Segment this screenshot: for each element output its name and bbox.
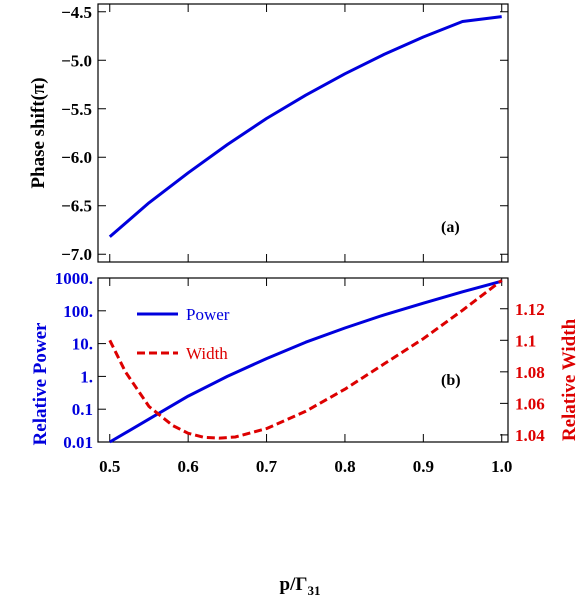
panel-b-right-y-tick-label: 1.04 [515, 426, 545, 445]
panel-a-y-tick-label: −4.5 [61, 3, 92, 22]
panel-b-label: (b) [441, 372, 461, 389]
panel-b-left-y-tick-label: 100. [63, 302, 93, 321]
panel-a-y-tick-label: −5.0 [61, 51, 92, 70]
panel-b-right-y-tick-label: 1.08 [515, 363, 545, 382]
panel-a-frame [97, 3, 509, 263]
panel-b-right-y-tick-label: 1.06 [515, 394, 545, 413]
panel-a-y-tick-label: −6.5 [61, 197, 92, 216]
legend: Power Width [137, 305, 230, 363]
panel-b: 0.5 0.6 0.7 0.8 0.9 1.0 0.01 0.1 1. 10. 100. 1000.… [30, 269, 580, 598]
panel-a-y-ticks: −7.0 −6.5 −6.0 −5.5 −5.0 −4.5 [61, 3, 508, 264]
panel-b-left-y-tick-label: 0.1 [72, 400, 93, 419]
panel-b-right-y-tick-label: 1.1 [515, 331, 536, 350]
panel-a-y-tick-label: −6.0 [61, 148, 92, 167]
panel-b-left-ylabel: Relative Power [30, 322, 51, 445]
panel-a-label: (a) [441, 219, 460, 236]
panel-b-left-y-tick-label: 1000. [55, 269, 93, 288]
panel-a: −7.0 −6.5 −6.0 −5.5 −5.0 −4.5 (a) Phase shift… [28, 3, 509, 264]
panel-a-ylabel: Phase shift(π) [28, 77, 49, 188]
panel-a-y-tick-label: −5.5 [61, 100, 92, 119]
panel-b-frame [97, 277, 509, 443]
panel-b-right-ylabel: Relative Width [559, 318, 580, 441]
panel-b-x-tick-label: 0.5 [99, 457, 120, 476]
panel-b-power-line [109, 279, 503, 444]
panel-a-y-tick-label: −7.0 [61, 245, 92, 264]
panel-b-x-tick-label: 0.7 [256, 457, 278, 476]
panel-b-x-ticks: 0.5 0.6 0.7 0.8 0.9 1.0 [99, 278, 512, 476]
panel-b-right-y-ticks: 1.04 1.06 1.08 1.1 1.12 [500, 300, 545, 445]
panel-b-xlabel: p/Γ31 [280, 574, 321, 598]
panel-b-left-y-tick-label: 0.01 [63, 433, 93, 452]
legend-width-label: Width [186, 344, 228, 363]
panel-b-left-y-tick-label: 10. [72, 335, 93, 354]
panel-b-x-tick-label: 0.8 [334, 457, 355, 476]
xlabel-main: p/Γ [280, 574, 308, 595]
panel-b-lines [108, 279, 503, 444]
legend-power-label: Power [186, 305, 230, 324]
panel-b-right-y-tick-label: 1.12 [515, 300, 545, 319]
panel-b-left-y-tick-label: 1. [80, 367, 93, 386]
panel-b-width-line [108, 279, 503, 440]
panel-a-phase-shift-line [108, 15, 502, 238]
panel-b-left-y-ticks: 0.01 0.1 1. 10. 100. 1000. [55, 269, 106, 452]
xlabel-subscript: 31 [307, 583, 320, 598]
panel-b-x-tick-label: 1.0 [491, 457, 512, 476]
panel-b-x-tick-label: 0.6 [178, 457, 199, 476]
panel-b-x-tick-label: 0.9 [413, 457, 434, 476]
panel-a-lines [108, 15, 502, 238]
